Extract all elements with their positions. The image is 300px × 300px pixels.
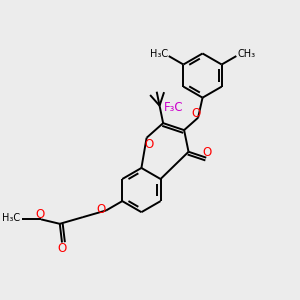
Text: F₃C: F₃C — [164, 101, 183, 114]
Text: O: O — [144, 138, 153, 151]
Text: O: O — [202, 146, 212, 159]
Text: H₃C: H₃C — [2, 214, 20, 224]
Text: O: O — [36, 208, 45, 221]
Text: O: O — [191, 107, 200, 120]
Text: O: O — [96, 203, 105, 216]
Text: H₃C: H₃C — [150, 49, 168, 59]
Text: CH₃: CH₃ — [237, 49, 255, 59]
Text: O: O — [57, 242, 67, 255]
